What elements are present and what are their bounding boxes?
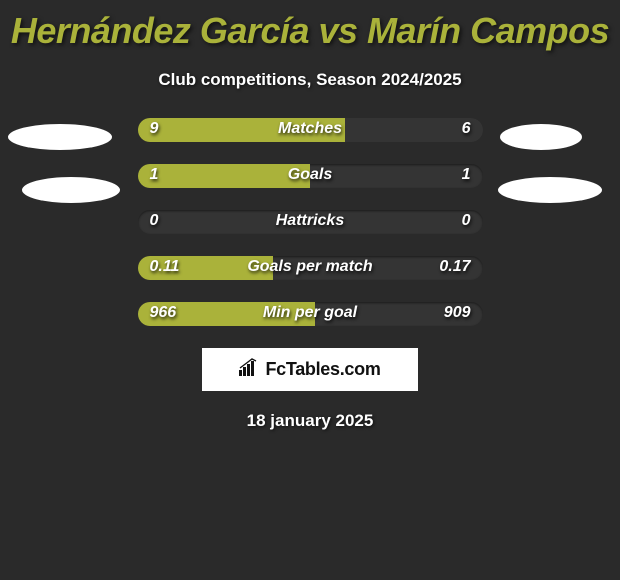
stat-value-right: 909	[444, 304, 471, 322]
decorative-ellipse	[22, 177, 120, 203]
brand-text: FcTables.com	[265, 359, 380, 380]
subtitle: Club competitions, Season 2024/2025	[0, 70, 620, 90]
date-line: 18 january 2025	[0, 411, 620, 431]
decorative-ellipse	[8, 124, 112, 150]
stat-row: 9Matches6	[138, 118, 483, 142]
stat-row: 966Min per goal909	[138, 302, 483, 326]
page-title: Hernández García vs Marín Campos	[0, 0, 620, 52]
stat-row: 0Hattricks0	[138, 210, 483, 234]
stat-row: 0.11Goals per match0.17	[138, 256, 483, 280]
brand-box: FcTables.com	[202, 348, 418, 391]
stat-value-right: 1	[462, 166, 471, 184]
decorative-ellipse	[500, 124, 582, 150]
stat-value-right: 6	[462, 120, 471, 138]
stat-row: 1Goals1	[138, 164, 483, 188]
chart-icon	[239, 358, 261, 381]
stat-label: Min per goal	[138, 304, 483, 322]
decorative-ellipse	[498, 177, 602, 203]
stat-label: Matches	[138, 120, 483, 138]
stat-label: Goals per match	[138, 258, 483, 276]
stat-value-right: 0.17	[439, 258, 470, 276]
stat-label: Goals	[138, 166, 483, 184]
stat-label: Hattricks	[138, 212, 483, 230]
stat-value-right: 0	[462, 212, 471, 230]
